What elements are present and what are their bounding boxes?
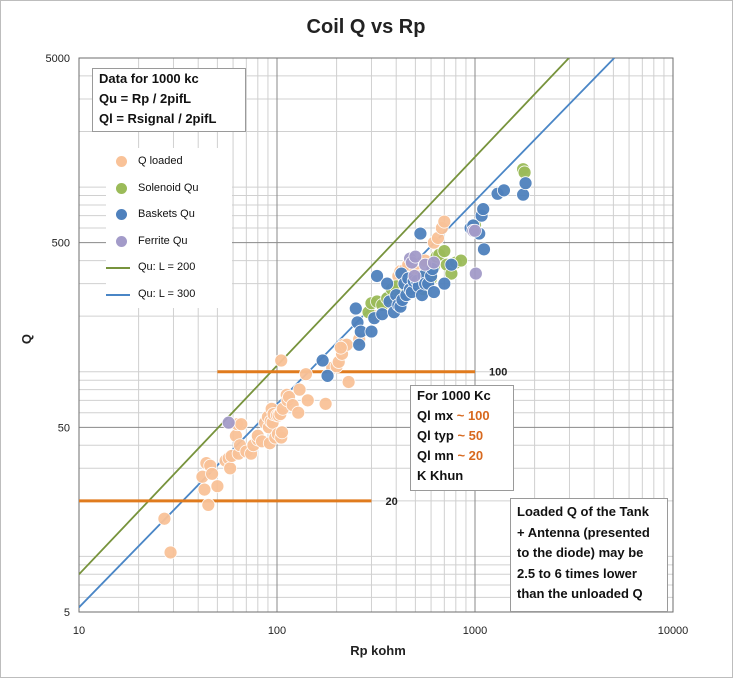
plot-border [78, 57, 674, 613]
formula-line-1: Data for 1000 kc [99, 71, 199, 86]
data-point [407, 269, 422, 283]
data-point [444, 257, 459, 272]
data-point [291, 405, 306, 420]
kc-line-4: Ql mn ~ 20 [417, 446, 507, 466]
data-point [163, 545, 178, 560]
kc-line-2: Ql mx ~ 100 [417, 406, 507, 426]
kc-line-1: For 1000 Kc [417, 388, 491, 403]
legend-label: Solenoid Qu [138, 181, 199, 194]
legend-marker [116, 209, 127, 220]
data-point [320, 368, 335, 383]
kc-line-5: K Khun [417, 468, 464, 483]
ql-mn-value: ~ 20 [457, 448, 484, 463]
data-point [223, 461, 238, 476]
data-point [408, 249, 423, 264]
ql-mn-label: Ql mn [417, 448, 458, 463]
data-point [476, 202, 491, 216]
reference-line-label: 100 [489, 367, 507, 379]
data-point [370, 269, 384, 283]
data-point [274, 353, 289, 368]
y-tick-label: 500 [52, 238, 70, 250]
legend-label: Baskets Qu [138, 208, 195, 220]
data-point [348, 301, 363, 316]
data-point [197, 482, 212, 497]
data-point [157, 511, 172, 526]
data-point [292, 382, 307, 397]
reference-lines: 100 20 [79, 367, 507, 508]
data-point [413, 226, 428, 241]
data-point [205, 466, 219, 481]
y-axis-label: Q [19, 334, 34, 344]
note-line-5: than the unloaded Q [517, 586, 643, 601]
legend-line [106, 267, 130, 269]
kc-line-3: Ql typ ~ 50 [417, 426, 507, 446]
formula-box: Data for 1000 kc Qu = Rp / 2pifL Ql = Rs… [92, 68, 246, 132]
data-point [375, 307, 390, 322]
legend-line [106, 293, 130, 296]
data-point [341, 375, 356, 389]
data-point [426, 255, 441, 270]
data-points [157, 162, 533, 560]
chart-title: Coil Q vs Rp [307, 16, 426, 38]
data-point [437, 244, 452, 259]
ql-mx-label: Ql mx [417, 408, 457, 423]
legend-label: Qu: L = 300 [138, 287, 196, 300]
y-tick-label: 5 [64, 607, 70, 619]
legend-label: Ferrite Qu [138, 234, 188, 247]
legend-label: Q loaded [138, 155, 183, 167]
x-axis-label: Rp kohm [350, 643, 406, 658]
x-tick-label: 100 [268, 625, 286, 637]
data-point [315, 353, 330, 368]
data-point [437, 276, 452, 291]
data-point [415, 288, 429, 303]
data-point [234, 417, 249, 432]
data-point [333, 340, 348, 355]
note-line-2: + Antenna (presented [517, 524, 650, 540]
data-point [201, 498, 216, 512]
legend-marker [116, 156, 127, 167]
data-point [318, 396, 333, 411]
legend: Q loaded Solenoid Qu Baskets Qu Ferrite Qu Q… [106, 148, 232, 308]
data-point [518, 176, 533, 191]
legend-marker [116, 182, 127, 194]
data-point [210, 479, 225, 494]
formula-line-3: Ql = Rsignal / 2pifL [99, 111, 217, 126]
data-point [364, 324, 379, 339]
data-point [437, 214, 452, 229]
data-point [380, 276, 395, 291]
data-point [275, 425, 289, 440]
data-point [426, 285, 441, 299]
y-tick-label: 5000 [46, 53, 70, 65]
data-point [468, 266, 483, 281]
note-line-4: 2.5 to 6 times lower [517, 565, 637, 581]
note-line-1: Loaded Q of the Tank [517, 504, 649, 519]
x-tick-label: 10000 [658, 625, 689, 637]
trend-line [79, 58, 570, 575]
x-tick-label: 10 [73, 625, 85, 637]
y-tick-label: 50 [58, 422, 70, 434]
data-point [477, 242, 491, 257]
formula-line-2: Qu = Rp / 2pifL [99, 91, 192, 106]
note-box: Loaded Q of the Tank + Antenna (presente… [510, 498, 668, 612]
ql-typ-value: ~ 50 [457, 428, 484, 443]
data-point [497, 183, 511, 198]
data-point [221, 415, 236, 430]
data-point [300, 393, 315, 408]
legend-marker [116, 235, 127, 247]
data-point [299, 367, 313, 382]
data-point [352, 337, 367, 352]
kc-info-box: For 1000 Kc Ql mx ~ 100 Ql typ ~ 50 Ql m… [410, 385, 514, 491]
tick-labels: 10 100 1000 10000 5 50 500 5000 [46, 53, 689, 637]
reference-line-label: 20 [385, 496, 397, 508]
data-point [516, 187, 531, 202]
x-tick-label: 1000 [463, 625, 487, 637]
ql-mx-value: ~ 100 [456, 408, 490, 423]
note-line-3: to the diode) may be [517, 545, 644, 560]
ql-typ-label: Ql typ [417, 428, 458, 443]
legend-label: Qu: L = 200 [138, 261, 196, 273]
data-point [468, 223, 482, 238]
